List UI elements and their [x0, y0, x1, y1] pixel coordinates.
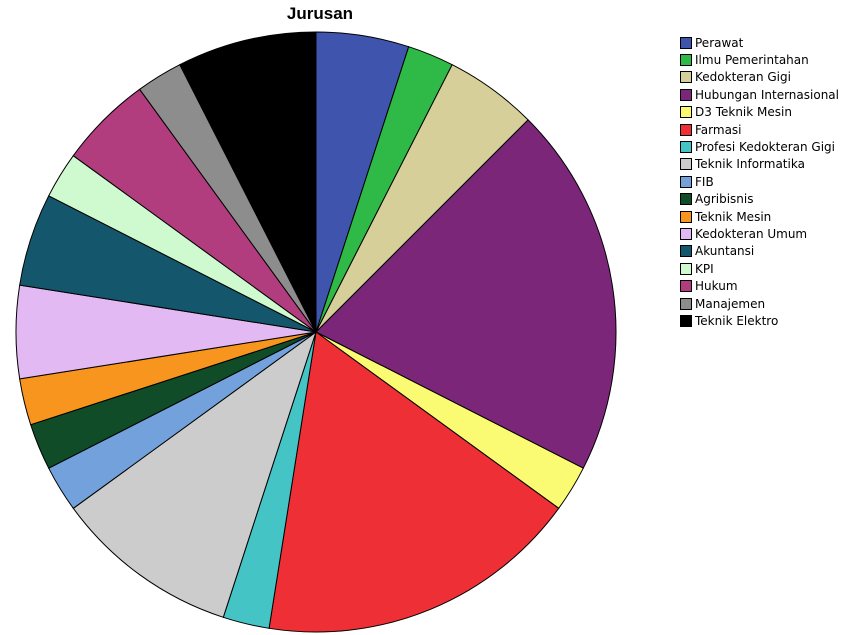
legend-swatch: [680, 227, 692, 240]
legend-item: Akuntansi: [680, 243, 839, 260]
legend-swatch: [680, 54, 692, 67]
legend: Perawat Ilmu Pemerintahan Kedokteran Gigi H…: [680, 34, 839, 330]
legend-item: Hubungan Internasional: [680, 86, 839, 103]
legend-label: Teknik Mesin: [695, 209, 772, 224]
legend-item: Hukum: [680, 277, 839, 294]
legend-swatch: [680, 71, 692, 84]
legend-swatch: [680, 210, 692, 223]
legend-label: Profesi Kedokteran Gigi: [695, 140, 835, 155]
legend-label: D3 Teknik Mesin: [695, 105, 792, 120]
legend-item: Teknik Informatika: [680, 156, 839, 173]
pie-slice-farmasi: [268, 331, 560, 633]
legend-label: Teknik Informatika: [695, 157, 805, 172]
legend-label: Ilmu Pemerintahan: [695, 53, 809, 68]
legend-label: Kedokteran Umum: [695, 226, 808, 241]
legend-item: Manajemen: [680, 295, 839, 312]
legend-item: Teknik Mesin: [680, 208, 839, 225]
legend-swatch: [680, 314, 692, 327]
legend-swatch: [680, 141, 692, 154]
legend-swatch: [680, 123, 692, 136]
legend-label: Farmasi: [695, 122, 742, 137]
legend-item: Profesi Kedokteran Gigi: [680, 138, 839, 155]
legend-swatch: [680, 88, 692, 101]
pie-chart: [15, 31, 617, 633]
legend-item: Perawat: [680, 34, 839, 51]
legend-label: Hukum: [695, 279, 738, 294]
legend-item: D3 Teknik Mesin: [680, 104, 839, 121]
legend-swatch: [680, 297, 692, 310]
legend-swatch: [680, 175, 692, 188]
legend-label: Manajemen: [695, 296, 766, 311]
pie-slice-teknik-informatika: [72, 331, 317, 618]
legend-swatch: [680, 262, 692, 275]
legend-item: Kedokteran Umum: [680, 225, 839, 242]
legend-item: Teknik Elektro: [680, 312, 839, 329]
legend-label: Perawat: [695, 35, 744, 50]
pie-slice-teknik-elektro: [179, 31, 317, 333]
legend-swatch: [680, 106, 692, 119]
legend-swatch: [680, 193, 692, 206]
legend-swatch: [680, 36, 692, 49]
legend-item: FIB: [680, 173, 839, 190]
legend-item: Farmasi: [680, 121, 839, 138]
legend-label: Teknik Elektro: [695, 313, 779, 328]
legend-swatch: [680, 245, 692, 258]
legend-item: Agribisnis: [680, 191, 839, 208]
legend-swatch: [680, 280, 692, 293]
legend-label: Akuntansi: [695, 244, 755, 259]
legend-swatch: [680, 158, 692, 171]
legend-label: Kedokteran Gigi: [695, 70, 791, 85]
legend-label: KPI: [695, 261, 714, 276]
chart-title: Jurusan: [286, 4, 354, 23]
legend-item: Ilmu Pemerintahan: [680, 51, 839, 68]
pie-slice-hubungan-internasional: [315, 119, 617, 469]
legend-item: Kedokteran Gigi: [680, 69, 839, 86]
legend-item: KPI: [680, 260, 839, 277]
legend-label: Hubungan Internasional: [695, 87, 839, 102]
legend-label: FIB: [695, 174, 714, 189]
legend-label: Agribisnis: [695, 192, 754, 207]
